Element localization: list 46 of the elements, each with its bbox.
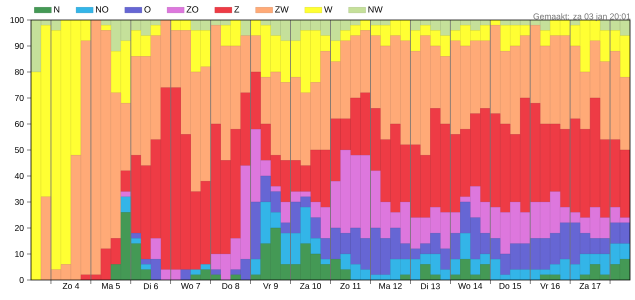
x-tick-label: Zo 11	[340, 283, 361, 289]
bar	[200, 264, 211, 270]
y-tick-label: 20	[14, 225, 24, 231]
x-tick-label: Do 8	[222, 283, 240, 290]
legend-label: NW	[368, 6, 383, 12]
bar	[140, 264, 151, 270]
y-tick-label: 50	[14, 147, 24, 153]
x-tick-label: Za 17	[580, 283, 600, 289]
y-tick-label: 60	[14, 121, 24, 127]
x-tick-label: Wo 7	[180, 283, 200, 289]
bar	[150, 238, 161, 260]
legend-label: W	[324, 6, 332, 12]
x-tick-label: Wo 14	[458, 283, 482, 289]
y-tick-label: 80	[14, 69, 24, 75]
x-tick-label: Zo 4	[62, 283, 80, 289]
legend-label: ZO	[186, 6, 198, 13]
bar	[150, 25, 161, 36]
bar	[230, 274, 241, 280]
x-tick-label: Di 13	[421, 283, 440, 290]
annotation: Gemaakt: za 03 jan 20:01	[533, 13, 630, 22]
bar	[120, 196, 131, 213]
x-tick-label: Ma 5	[102, 283, 120, 289]
bar	[270, 186, 281, 192]
x-tick-label: Za 10	[300, 283, 322, 290]
bar	[130, 238, 141, 244]
x-tick-label: Do 15	[500, 283, 522, 289]
bar	[250, 202, 261, 260]
bar	[460, 233, 470, 260]
legend-label: O	[144, 6, 151, 13]
bar	[250, 259, 261, 275]
y-tick-label: 70	[14, 95, 24, 101]
legend-label: NO	[96, 6, 108, 13]
legend-label: N	[54, 6, 60, 12]
x-tick-label: Vr 9	[263, 283, 278, 290]
y-tick-label: 10	[15, 251, 24, 257]
x-tick-label: Vr 16	[540, 283, 560, 290]
y-tick-label: 40	[14, 173, 24, 179]
x-tick-label: Ma 12	[379, 283, 402, 290]
y-tick-label: 0	[20, 277, 24, 283]
bar	[400, 274, 411, 280]
y-tick-label: 90	[14, 43, 24, 49]
y-tick-label: 30	[14, 199, 24, 205]
x-tick-label: Di 6	[144, 283, 158, 290]
legend-label: ZW	[275, 6, 289, 12]
legend-label: Z	[234, 6, 240, 12]
y-tick-label: 100	[10, 17, 24, 23]
